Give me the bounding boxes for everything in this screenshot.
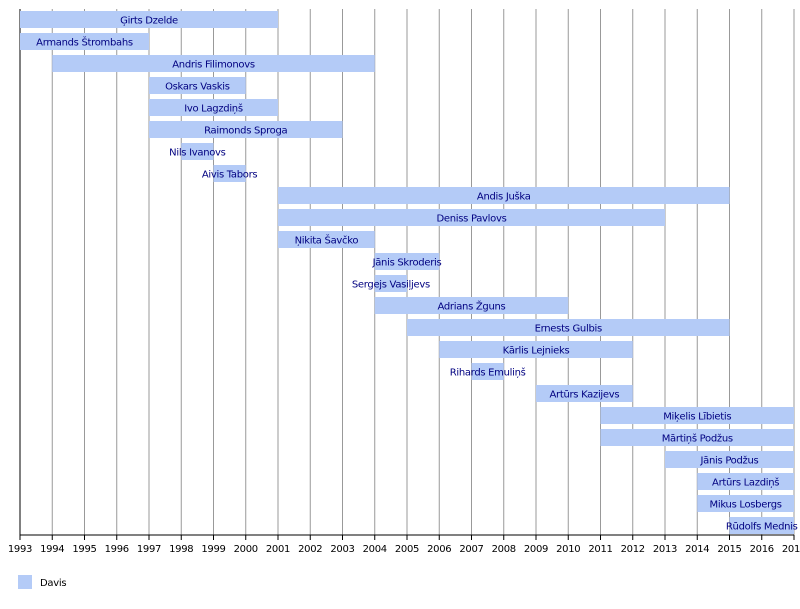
legend-swatch — [18, 575, 32, 589]
x-tick-label: 1999 — [201, 544, 225, 555]
bar — [697, 495, 794, 512]
x-tick-label: 2001 — [266, 544, 290, 555]
bar-label: Andris Filimonovs — [172, 60, 255, 71]
bar-label: Aivis Tabors — [202, 170, 258, 181]
bar-label: Rūdolfs Mednis — [726, 522, 798, 533]
bar-label: Raimonds Sproga — [204, 126, 287, 137]
bar — [407, 319, 730, 336]
bar — [374, 297, 569, 314]
x-tick-label: 2006 — [427, 544, 451, 555]
bar-label: Andis Juška — [477, 191, 531, 203]
x-tick-label: 2002 — [298, 544, 322, 555]
x-tick-label: 2017 — [782, 544, 800, 555]
bar — [20, 33, 149, 50]
bar — [439, 341, 633, 358]
bar — [665, 451, 794, 468]
bar — [213, 165, 246, 182]
bar-label: Armands Štrombahs — [36, 36, 133, 49]
x-tick-label: 1998 — [169, 544, 193, 555]
bar — [697, 473, 794, 490]
x-tick-label: 2005 — [395, 544, 419, 555]
bar — [181, 143, 214, 160]
bar-label: Ņikita Šavčko — [295, 234, 359, 247]
x-tick-label: 2011 — [588, 544, 612, 555]
bar-label: Oskars Vaskis — [165, 82, 230, 93]
bar-label: Mikus Losbergs — [710, 500, 782, 511]
x-tick-label: 2012 — [621, 544, 645, 555]
bar — [52, 55, 375, 72]
bar-label: Sergejs Vasiļjevs — [352, 280, 430, 291]
bar-label: Jānis Podžus — [700, 455, 759, 467]
x-tick-label: 1993 — [8, 544, 32, 555]
bar-label: Artūrs Kazijevs — [549, 390, 619, 401]
x-tick-label: 2009 — [524, 544, 548, 555]
x-tick-label: 2004 — [363, 544, 387, 555]
bar-label: Kārlis Lejnieks — [503, 346, 570, 357]
x-tick-label: 2013 — [653, 544, 677, 555]
bar-label: Adrians Žguns — [438, 300, 506, 313]
x-tick-label: 1995 — [72, 544, 96, 555]
bar — [278, 231, 375, 248]
bar — [374, 253, 440, 270]
bar — [278, 209, 665, 226]
x-tick-label: 2003 — [330, 544, 354, 555]
bar-label: Rihards Emuliņš — [450, 367, 526, 379]
bar — [729, 517, 794, 534]
x-tick-label: 2007 — [459, 544, 483, 555]
bar-label: Miķelis Lībietis — [663, 412, 731, 423]
bar — [536, 385, 633, 402]
bar-label: Jānis Skroderis — [372, 258, 442, 269]
bar-label: Artūrs Lazdiņš — [712, 477, 779, 489]
bar — [149, 121, 343, 138]
x-tick-label: 1997 — [137, 544, 161, 555]
bar — [471, 363, 504, 380]
bar — [600, 407, 794, 424]
bar-label: Ģirts Dzelde — [120, 16, 178, 27]
bar-label: Ivo Lagzdiņš — [184, 103, 243, 115]
bar — [374, 275, 407, 292]
x-tick-label: 2015 — [717, 544, 741, 555]
x-tick-label: 2008 — [492, 544, 516, 555]
x-tick-label: 2010 — [556, 544, 580, 555]
bar-label: Ernests Gulbis — [535, 324, 602, 335]
bar — [20, 11, 278, 28]
x-tick-label: 2016 — [750, 544, 774, 555]
x-tick-label: 1994 — [40, 544, 64, 555]
x-tick-label: 2014 — [685, 544, 709, 555]
x-tick-label: 1996 — [105, 544, 129, 555]
bar-label: Nils Ivanovs — [169, 148, 225, 159]
bar — [149, 99, 278, 116]
bar — [600, 429, 794, 446]
x-tick-label: 2000 — [234, 544, 258, 555]
bar — [278, 187, 730, 204]
bar-label: Mārtiņš Podžus — [662, 433, 733, 445]
legend-label: Davis — [40, 578, 66, 589]
bar-label: Deniss Pavlovs — [436, 214, 506, 225]
bar — [149, 77, 246, 94]
